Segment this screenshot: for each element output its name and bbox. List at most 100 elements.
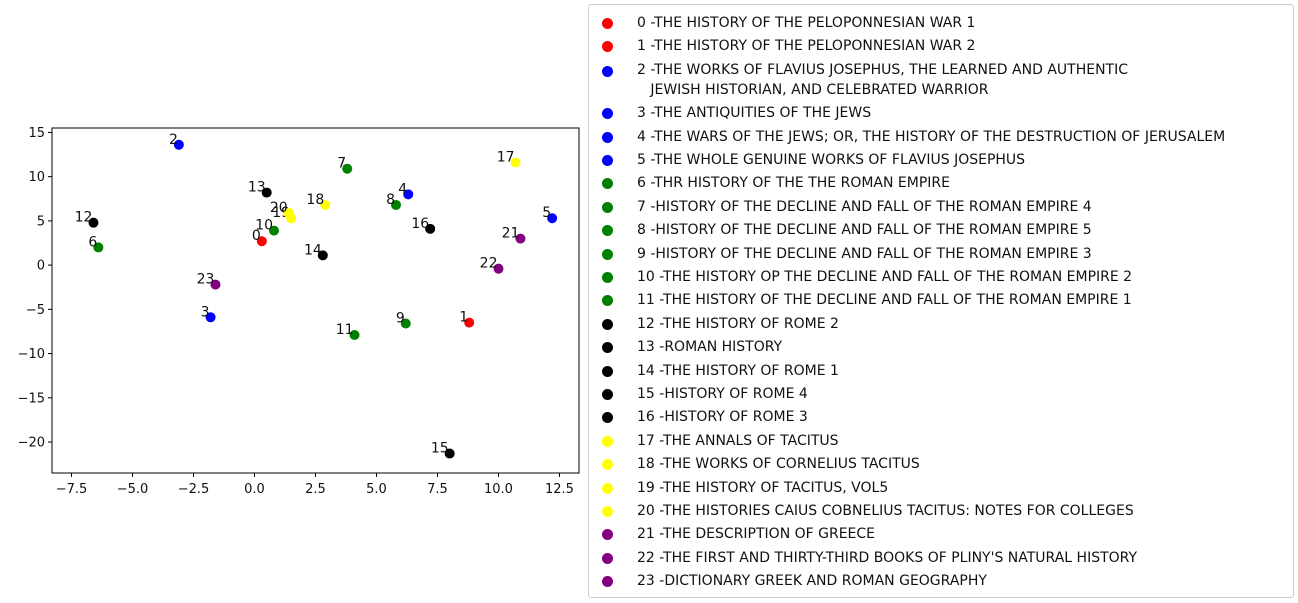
data-point-7 [342,163,353,174]
data-point-14 [317,250,328,261]
legend-label: 16 -HISTORY OF ROME 3 [637,409,808,426]
y-tick-label: 5 [37,214,45,229]
x-tick-label: 10.0 [484,482,513,497]
legend-marker [602,318,613,330]
data-point-21 [515,233,526,244]
point-label-4: 4 [398,181,407,197]
legend-marker [602,225,613,237]
legend-label: 11 -THE HISTORY OF THE DECLINE AND FALL … [637,292,1132,309]
x-axis: −7.5 −5.0 −2.5 0.0 2.5 5.0 7.5 10.0 12.5 [56,473,574,497]
data-point-1 [464,317,475,328]
point-label-22: 22 [480,256,498,272]
data-point-20 [283,207,294,218]
x-tick-label: −5.0 [117,482,149,497]
data-point-3 [205,312,216,323]
legend-item-1: 1 -THE HISTORY OF THE PELOPONNESIAN WAR … [589,36,1289,56]
legend-item-14: 14 -THE HISTORY OF ROME 1 [589,361,1289,381]
y-tick-label: 0 [37,259,45,274]
y-tick-label: −15 [18,391,45,406]
legend-marker [602,412,613,424]
point-label-1: 1 [459,310,468,326]
legend-label: 20 -THE HISTORIES CAIUS COBNELIUS TACITU… [637,503,1134,519]
point-label-20: 20 [270,200,288,216]
data-point-8 [391,199,402,210]
data-point-11 [349,330,360,340]
legend-marker [602,108,613,120]
point-label-18: 18 [306,192,324,208]
data-point-15 [444,448,455,459]
point-label-9: 9 [396,311,405,327]
legend-label: 19 -THE HISTORY OF TACITUS, VOL5 [637,479,889,496]
legend-item-6: 6 -THR HISTORY OF THE THE ROMAN EMPIRE [589,173,1289,193]
legend-label: 8 -HISTORY OF THE DECLINE AND FALL OF TH… [637,222,1092,239]
point-label-14: 14 [304,242,322,258]
data-point-4 [403,189,414,200]
legend-item-12: 12 -THE HISTORY OF ROME 2 [589,314,1289,334]
data-point-18 [320,199,331,210]
legend-item-3: 3 -THE ANTIQUITIES OF THE JEWS [589,103,1289,123]
legend-label: 15 -HISTORY OF ROME 4 [637,386,808,402]
legend-marker [602,41,613,53]
legend-label: 6 -THR HISTORY OF THE THE ROMAN EMPIRE [637,175,950,192]
legend-marker [602,201,613,213]
legend-item-2: 2 -THE WORKS OF FLAVIUS JOSEPHUS, THE LE… [589,60,1289,100]
legend-label: 13 -ROMAN HISTORY [637,339,783,356]
x-tick-label: 2.5 [305,482,326,497]
data-point-9 [400,318,411,329]
legend-item-21: 21 -THE DESCRIPTION OF GREECE [589,524,1289,544]
data-point-13 [261,187,272,198]
legend-marker [602,576,613,588]
legend-label: 22 -THE FIRST AND THIRTY-THIRD BOOKS OF … [637,549,1138,566]
legend-marker [602,506,613,517]
legend-label: 18 -THE WORKS OF CORNELIUS TACITUS [637,456,920,473]
data-point-12 [88,217,99,228]
legend-item-20: 20 -THE HISTORIES CAIUS COBNELIUS TACITU… [589,501,1289,521]
legend-item-15: 15 -HISTORY OF ROME 4 [589,384,1289,404]
legend-label: 5 -THE WHOLE GENUINE WORKS OF FLAVIUS JO… [637,152,1026,168]
x-tick-label: 0.0 [244,482,265,497]
legend-item-11: 11 -THE HISTORY OF THE DECLINE AND FALL … [589,290,1289,310]
legend-label: 1 -THE HISTORY OF THE PELOPONNESIAN WAR … [637,38,976,55]
point-label-5: 5 [542,205,551,221]
legend-label: 0 -THE HISTORY OF THE PELOPONNESIAN WAR … [637,15,976,31]
point-label-15: 15 [431,441,449,457]
data-point-5 [547,213,558,224]
legend-marker [602,529,613,541]
legend-item-16: 16 -HISTORY OF ROME 3 [589,407,1289,427]
legend-item-18: 18 -THE WORKS OF CORNELIUS TACITUS [589,454,1289,474]
legend-item-0: 0 -THE HISTORY OF THE PELOPONNESIAN WAR … [589,13,1289,33]
legend-label: 17 -THE ANNALS OF TACITUS [637,432,839,449]
legend-label: 2 -THE WORKS OF FLAVIUS JOSEPHUS, THE LE… [637,61,1128,98]
legend-item-17: 17 -THE ANNALS OF TACITUS [589,431,1289,451]
point-label-16: 16 [411,216,429,232]
legend-marker [602,365,613,377]
legend-label: 3 -THE ANTIQUITIES OF THE JEWS [637,105,872,122]
legend-marker [602,248,613,260]
legend-marker [602,65,613,77]
legend-label: 21 -THE DESCRIPTION OF GREECE [637,526,876,543]
data-point-17 [510,157,521,168]
legend-marker [602,178,613,190]
y-tick-label: −20 [18,436,45,451]
legend-label: 12 -THE HISTORY OF ROME 2 [637,315,839,332]
legend-marker [602,342,613,354]
data-point-0 [256,236,267,247]
point-label-3: 3 [201,304,210,320]
legend-marker [602,272,613,283]
plot-frame [51,127,580,474]
legend-label: 23 -DICTIONARY GREEK AND ROMAN GEOGRAPHY [637,573,987,590]
x-tick-label: −7.5 [56,482,88,497]
y-tick-label: −5 [26,303,45,318]
legend-item-9: 9 -HISTORY OF THE DECLINE AND FALL OF TH… [589,244,1289,264]
legend-marker [602,18,613,29]
data-point-10 [269,225,280,236]
point-label-8: 8 [386,192,395,208]
data-point-6 [93,242,104,253]
x-tick-label: −2.5 [178,482,210,497]
x-tick-label: 12.5 [545,482,574,497]
legend: 0 -THE HISTORY OF THE PELOPONNESIAN WAR … [588,4,1294,598]
legend-marker [602,295,613,307]
point-label-13: 13 [248,180,266,196]
legend-label: 4 -THE WARS OF THE JEWS; OR, THE HISTORY… [637,128,1226,145]
